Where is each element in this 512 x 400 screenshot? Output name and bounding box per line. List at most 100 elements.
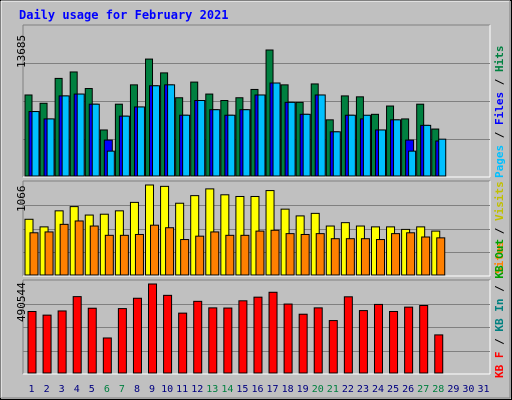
- bar-kbf: [343, 296, 353, 374]
- x-label-day: 21: [327, 384, 339, 395]
- x-label-day: 8: [134, 384, 140, 395]
- x-label-day: 23: [357, 384, 369, 395]
- bar-pages: [182, 114, 191, 177]
- bar-kbf: [283, 303, 293, 374]
- bar-sites: [195, 235, 205, 276]
- x-label-day: 5: [89, 384, 95, 395]
- bar-kbf: [57, 310, 67, 374]
- bar-pages: [197, 100, 206, 177]
- svg-text:Pages / Files / Hits: Pages / Files / Hits: [493, 46, 506, 179]
- x-label-day: 11: [176, 384, 188, 395]
- bar-pages: [317, 94, 326, 177]
- bar-sites: [104, 234, 114, 276]
- x-label-day: 17: [267, 384, 279, 395]
- bar-kbf: [72, 296, 82, 374]
- bar-sites: [134, 233, 144, 276]
- x-label-day: 3: [59, 384, 65, 395]
- x-label-day: 24: [372, 384, 384, 395]
- bar-sites: [119, 234, 129, 276]
- bar-pages: [257, 94, 266, 177]
- bar-sites: [89, 225, 99, 276]
- bar-kbf: [358, 310, 368, 374]
- x-label-day: 31: [477, 384, 489, 395]
- bar-sites: [436, 237, 446, 276]
- panel-hits-files-pages: [22, 24, 491, 178]
- x-label-day: 29: [447, 384, 459, 395]
- bar-sites: [74, 220, 84, 276]
- bar-pages: [91, 103, 100, 177]
- bar-pages: [227, 114, 236, 177]
- bar-pages: [152, 85, 161, 177]
- x-label-day: 26: [402, 384, 414, 395]
- bar-pages: [272, 82, 281, 177]
- bar-kbf: [148, 283, 158, 374]
- bar-sites: [255, 230, 265, 276]
- bar-pages: [393, 119, 402, 177]
- x-label-day: 27: [417, 384, 429, 395]
- legend-files: Files: [493, 92, 506, 125]
- bar-sites: [180, 239, 190, 276]
- bar-sites: [375, 239, 385, 276]
- bar-sites: [29, 232, 39, 276]
- bar-sites: [44, 231, 54, 276]
- bar-sites: [406, 232, 416, 276]
- x-label-day: 30: [462, 384, 474, 395]
- legend-visits: Visits: [493, 181, 506, 221]
- bar-pages: [302, 113, 311, 177]
- bar-kbf: [27, 310, 37, 374]
- bar-kbf: [419, 305, 429, 374]
- bar-pages: [136, 106, 145, 177]
- bar-kbf: [238, 300, 248, 374]
- x-label-day: 6: [104, 384, 110, 395]
- x-label-day: 10: [161, 384, 173, 395]
- chart-title: Daily usage for February 2021: [19, 8, 229, 22]
- x-label-day: 25: [387, 384, 399, 395]
- ymax-label-hits: 13685: [15, 35, 28, 68]
- x-label-day: 22: [342, 384, 354, 395]
- bar-pages: [408, 150, 417, 177]
- bar-kbf: [373, 303, 383, 374]
- x-label-day: 16: [251, 384, 263, 395]
- bar-pages: [332, 131, 341, 177]
- x-label-day: 12: [191, 384, 203, 395]
- x-label-day: 14: [221, 384, 233, 395]
- bar-pages: [347, 114, 356, 177]
- bar-sites: [165, 227, 175, 276]
- x-label-day: 28: [432, 384, 444, 395]
- svg-text:Sites / Visits: Sites / Visits: [493, 181, 506, 274]
- bar-kbf: [117, 308, 127, 374]
- x-label-day: 18: [282, 384, 294, 395]
- bar-sites: [330, 238, 340, 276]
- bar-sites: [360, 238, 370, 276]
- bar-kbf: [102, 337, 112, 374]
- legend-kbin: KB In: [493, 299, 506, 332]
- bar-kbf: [298, 313, 308, 374]
- bar-sites: [285, 233, 295, 276]
- x-label-day: 19: [297, 384, 309, 395]
- bar-kbf: [87, 307, 97, 374]
- bar-kbf: [163, 294, 173, 374]
- bar-pages: [362, 114, 371, 177]
- bar-kbf: [42, 314, 52, 374]
- legend-panel-2: Sites / Visits: [493, 181, 506, 274]
- panel-visits-sites: [22, 180, 491, 277]
- bar-pages: [242, 109, 251, 177]
- bar-pages: [438, 138, 447, 177]
- panel-kb: [22, 279, 491, 375]
- bar-kbf: [132, 297, 142, 374]
- bar-sites: [225, 234, 235, 276]
- bar-kbf: [223, 307, 233, 374]
- bar-kbf: [328, 320, 338, 374]
- legend-panel-3: KB F / KB In / KB Out: [493, 239, 506, 378]
- bar-sites: [270, 229, 280, 276]
- bar-sites: [421, 236, 431, 276]
- bar-sites: [240, 234, 250, 276]
- bar-sites: [59, 223, 69, 276]
- bar-pages: [167, 84, 176, 177]
- bar-kbf: [313, 307, 323, 374]
- x-label-day: 13: [206, 384, 218, 395]
- ymax-label-visits: 1066: [15, 186, 28, 213]
- bar-pages: [212, 109, 221, 177]
- bar-kbf: [389, 310, 399, 374]
